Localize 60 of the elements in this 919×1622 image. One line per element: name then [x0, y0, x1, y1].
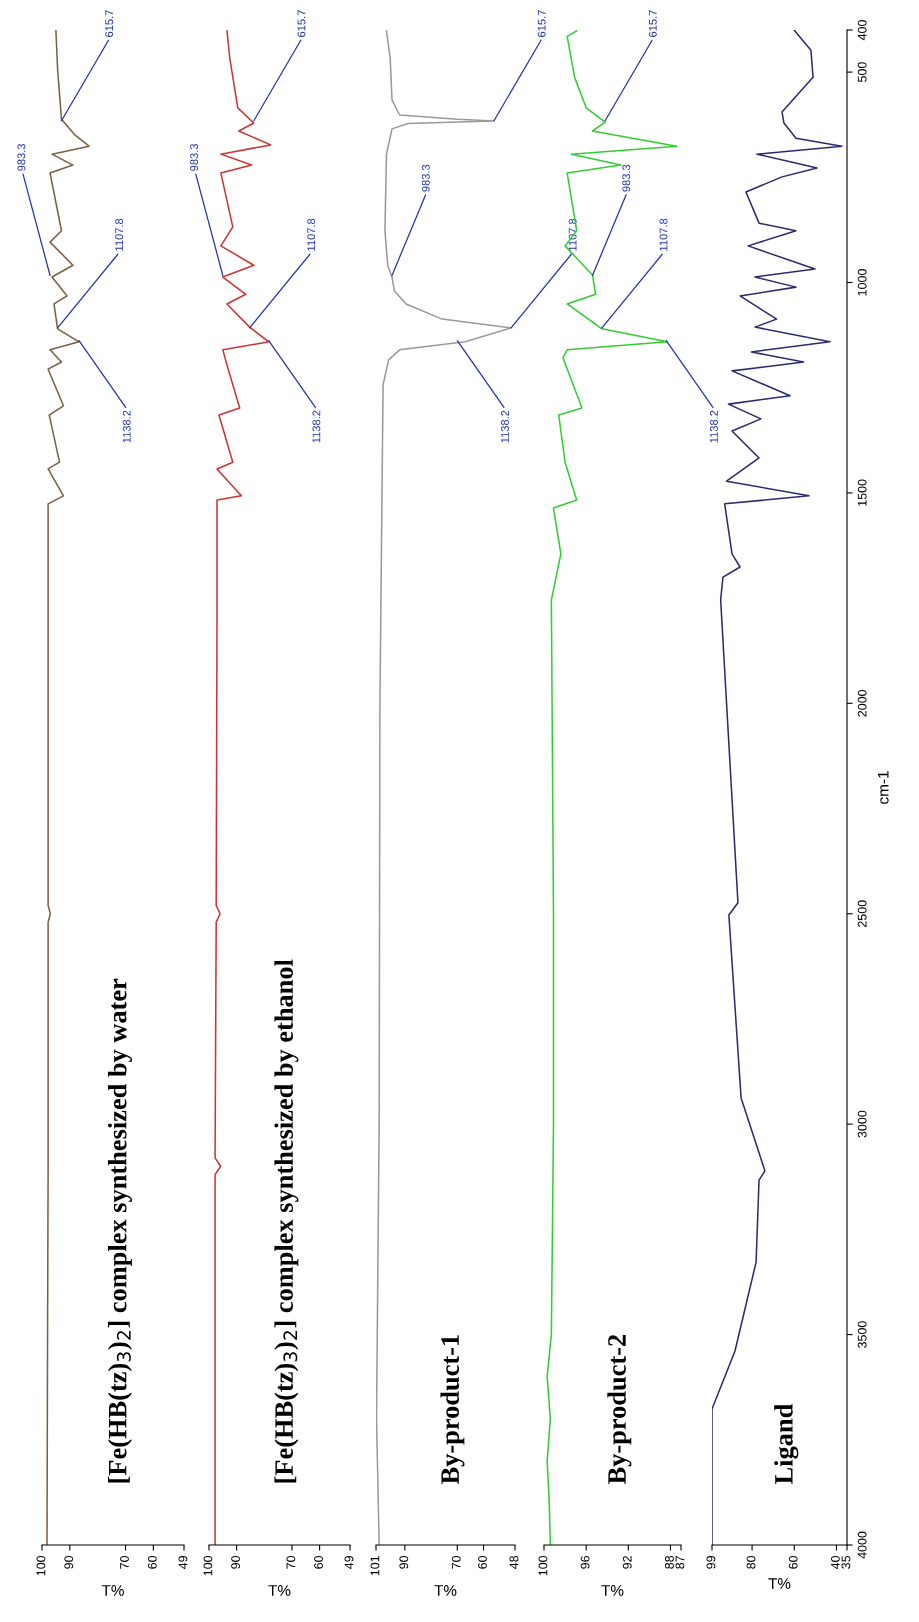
x-tick-label: 96 — [580, 1555, 590, 1569]
text: [Fe(HB(tz)$_{3}$)$_{2}$] complex synthesized by water — [107, 978, 132, 1483]
annotation: 1138.2 — [122, 410, 131, 443]
x-tick-label: 60 — [478, 1555, 487, 1569]
x-axis-title: T% — [434, 1585, 457, 1596]
annotation: 615.7 — [297, 10, 306, 37]
x-tick-label: 92 — [622, 1556, 632, 1569]
y-tick-label: 1000 — [857, 269, 867, 296]
y-tick-label: 500 — [857, 62, 867, 83]
text: By-product-1 — [440, 1335, 465, 1484]
annotation: 983.3 — [190, 143, 199, 171]
x-tick-label: 60 — [788, 1555, 798, 1569]
x-axis-title: T% — [601, 1585, 624, 1596]
x-tick-label: 48 — [509, 1555, 519, 1570]
y-axis-title: cm-1 — [877, 771, 889, 804]
annotation: 1138.2 — [709, 410, 718, 443]
x-tick-label: 90 — [399, 1555, 409, 1569]
x-tick-label: 40 — [830, 1555, 840, 1570]
x-tick-label: 70 — [286, 1555, 296, 1569]
annotation: 615.7 — [648, 10, 657, 37]
annotation: 615.7 — [537, 10, 546, 37]
annotation: 615.7 — [105, 10, 114, 37]
annotation: 1107.8 — [307, 218, 316, 251]
y-tick-label: 3000 — [857, 1110, 867, 1138]
x-tick-label: 100 — [36, 1555, 46, 1576]
x-tick-label: 49 — [344, 1556, 354, 1570]
x-tick-label: 90 — [231, 1555, 240, 1569]
x-tick-label: 99 — [706, 1556, 716, 1569]
x-tick-label: 70 — [120, 1555, 129, 1569]
annotation: 1138.2 — [501, 410, 509, 443]
x-axis-title: T% — [101, 1585, 124, 1596]
x-tick-label: 60 — [314, 1555, 323, 1569]
y-tick-label: 2000 — [857, 689, 867, 717]
x-tick-label: 60 — [147, 1555, 157, 1569]
x-axis-title: T% — [268, 1585, 291, 1596]
x-tick-label: 90 — [64, 1555, 74, 1569]
annotation: 1138.2 — [312, 410, 321, 443]
x-tick-label: 100 — [538, 1555, 548, 1576]
x-tick-label: 101 — [370, 1556, 380, 1576]
x-tick-label: 70 — [451, 1555, 461, 1569]
annotation: 983.3 — [17, 143, 26, 171]
text: Ligand — [774, 1404, 799, 1484]
x-tick-label: 49 — [178, 1556, 188, 1570]
x-tick-label: 35 — [841, 1555, 851, 1569]
text: By-product-2 — [607, 1334, 632, 1484]
annotation: 1107.8 — [115, 218, 124, 251]
annotation: 983.3 — [421, 164, 430, 192]
x-tick-label: 87 — [675, 1556, 685, 1569]
x-tick-label: 100 — [203, 1555, 213, 1576]
x-axis-title: T% — [768, 1578, 791, 1589]
y-tick-label: 2500 — [857, 900, 867, 928]
y-tick-label: 3500 — [857, 1321, 867, 1349]
y-tick-label: 400 — [857, 20, 867, 41]
x-tick-label: 88 — [664, 1555, 674, 1569]
y-tick-label: 1500 — [857, 479, 867, 506]
annotation: 983.3 — [622, 164, 631, 192]
x-tick-label: 80 — [746, 1555, 756, 1569]
annotation: 1107.8 — [659, 218, 668, 251]
text: [Fe(HB(tz)$_{3}$)$_{2}$] complex synthesized by ethanol — [274, 959, 299, 1483]
y-tick-label: 4000 — [857, 1531, 867, 1559]
